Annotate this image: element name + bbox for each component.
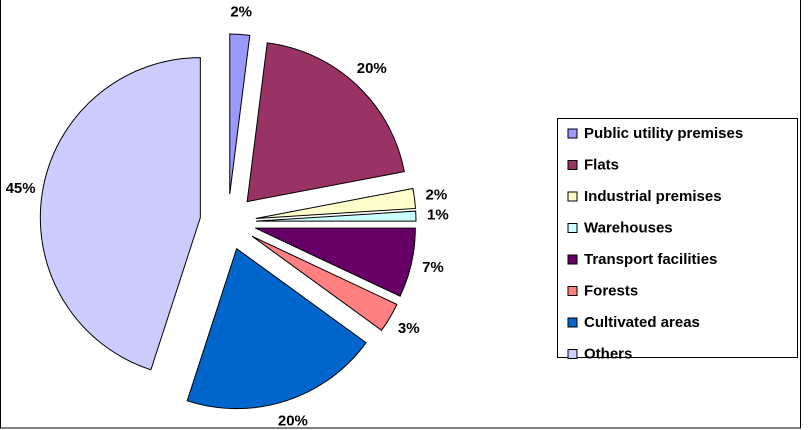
legend-box <box>557 118 798 358</box>
data-label: 20% <box>278 413 308 430</box>
pie-slice <box>255 210 417 222</box>
legend-label: Others <box>584 345 632 362</box>
legend-label: Warehouses <box>584 219 673 236</box>
pie-slice <box>229 33 251 195</box>
data-label: 2% <box>230 3 252 20</box>
data-label: 20% <box>357 60 387 77</box>
legend-label: Industrial premises <box>584 188 722 205</box>
legend-label: Flats <box>584 156 619 173</box>
legend-swatch <box>567 317 578 328</box>
pie-slice <box>255 227 416 297</box>
legend-label: Forests <box>584 282 638 299</box>
legend-swatch <box>567 223 578 233</box>
legend-swatch <box>567 254 578 265</box>
data-label: 1% <box>427 206 449 223</box>
legend-swatch <box>567 128 578 139</box>
data-label: 7% <box>422 259 444 276</box>
legend-swatch <box>567 191 578 202</box>
legend-swatch <box>567 286 578 296</box>
data-label: 45% <box>6 180 36 197</box>
pie-slice <box>251 235 398 331</box>
legend-swatch <box>567 160 578 170</box>
legend-label: Cultivated areas <box>584 314 700 331</box>
legend-label: Public utility premises <box>584 125 743 142</box>
pie-slice <box>255 187 416 219</box>
pie-slice <box>246 42 405 203</box>
legend-swatch <box>567 349 578 359</box>
data-label: 2% <box>426 187 448 204</box>
data-label: 3% <box>398 320 420 337</box>
pie-slice <box>39 57 201 371</box>
legend-label: Transport facilities <box>584 251 717 268</box>
pie-slice <box>186 247 367 410</box>
